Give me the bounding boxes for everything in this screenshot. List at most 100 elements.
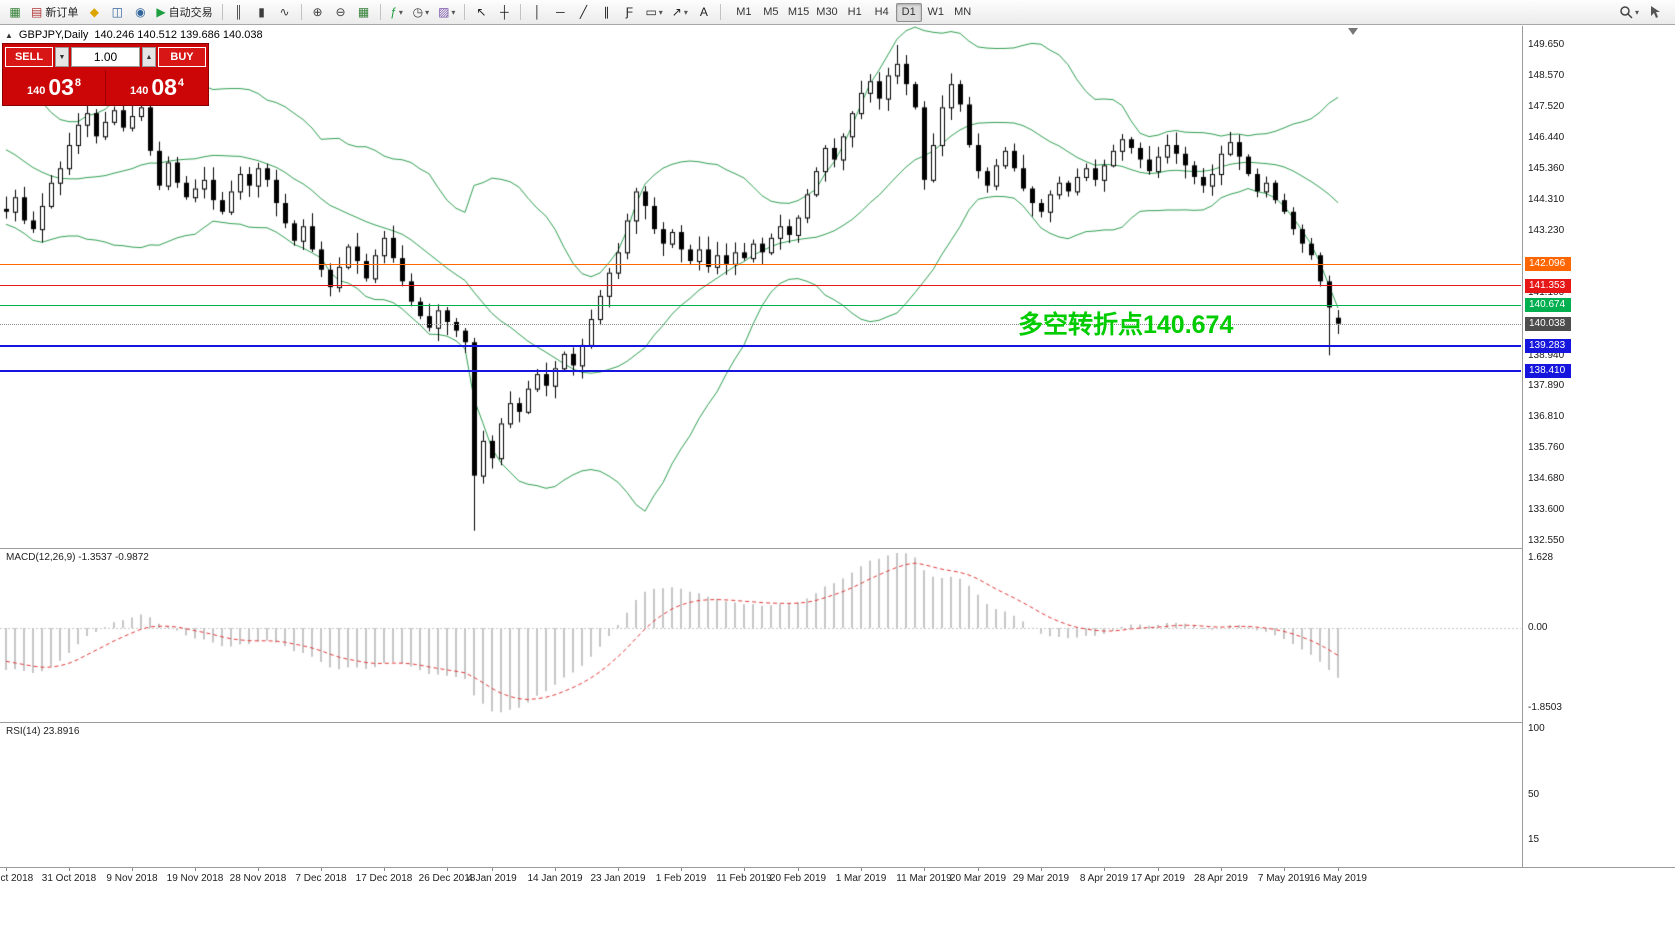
- market-watch-button[interactable]: ◫: [106, 2, 128, 23]
- macd-panel-separator[interactable]: [0, 548, 1675, 549]
- toolbar-separator: [464, 4, 466, 20]
- rsi-axis-label: 100: [1528, 723, 1545, 734]
- data-window-button[interactable]: ◉: [129, 2, 151, 23]
- tile-windows-button[interactable]: ▦: [353, 2, 375, 23]
- periods-button[interactable]: ◷ ▾: [409, 2, 434, 23]
- search-button[interactable]: ▾: [1615, 2, 1643, 23]
- zoom-out-button[interactable]: ⊖: [330, 2, 352, 23]
- bar-chart-button[interactable]: ║: [228, 2, 250, 23]
- new-chart-icon: ▦: [9, 5, 21, 19]
- sell-price-button[interactable]: 140 03 8: [3, 70, 106, 105]
- price-axis-label: 136.810: [1528, 411, 1565, 423]
- rsi-panel-separator[interactable]: [0, 722, 1675, 723]
- buy-button[interactable]: BUY: [158, 47, 206, 67]
- date-label: 14 Jan 2019: [527, 873, 583, 884]
- date-label: 29 Mar 2019: [1012, 873, 1070, 884]
- text-label-button[interactable]: A: [693, 2, 715, 23]
- date-tick: [924, 868, 925, 871]
- crosshair-button[interactable]: ┼: [493, 2, 515, 23]
- sell-button[interactable]: SELL: [5, 47, 53, 67]
- horizontal-line-button[interactable]: ─: [549, 2, 571, 23]
- date-label: 22 Oct 2018: [0, 873, 34, 884]
- date-label: 11 Feb 2019: [716, 873, 772, 884]
- templates-icon: ▨: [438, 5, 450, 19]
- timeframe-d1-button[interactable]: D1: [895, 2, 922, 22]
- autotrade-button[interactable]: ▶ 自动交易: [152, 2, 216, 23]
- fibonacci-button[interactable]: Ƒ: [618, 2, 640, 23]
- trendline-button[interactable]: ╱: [572, 2, 594, 23]
- shapes-button[interactable]: ▭ ▾: [641, 2, 666, 23]
- dropdown-arrow-icon: ▾: [425, 7, 430, 17]
- date-label: 28 Apr 2019: [1194, 873, 1248, 884]
- date-tick: [1104, 868, 1105, 871]
- zoom-in-button[interactable]: ⊕: [307, 2, 329, 23]
- search-icon: [1620, 6, 1633, 19]
- one-click-trading-panel: SELL ▼ 1.00 ▲ BUY 140 03 8 140 08 4: [2, 43, 209, 106]
- line-chart-button[interactable]: ∿: [274, 2, 296, 23]
- data-window-icon: ◉: [135, 5, 146, 19]
- new-order-button[interactable]: ▤ 新订单: [27, 2, 82, 23]
- zoom-in-icon: ⊕: [312, 5, 323, 19]
- dropdown-arrow-icon: ▾: [451, 7, 456, 17]
- date-label: 26 Dec 2018: [418, 873, 476, 884]
- date-label: 31 Oct 2018: [41, 873, 97, 884]
- macd-axis-label: -1.8503: [1528, 701, 1562, 713]
- rsi-label: RSI(14) 23.8916: [6, 726, 80, 737]
- macd-label: MACD(12,26,9) -1.3537 -0.9872: [6, 552, 149, 563]
- price-axis[interactable]: 149.650 148.570 147.520 146.440 145.360 144.3…: [1522, 26, 1675, 867]
- candlestick-chart-button[interactable]: ▮: [251, 2, 273, 23]
- price-line-badge: 141.353: [1525, 278, 1571, 293]
- price-axis-label: 148.570: [1528, 70, 1565, 82]
- channel-button[interactable]: ∥: [595, 2, 617, 23]
- rsi-axis-label: 50: [1528, 788, 1540, 800]
- new-chart-button[interactable]: ▦: [4, 2, 26, 23]
- arrows-button[interactable]: ↗ ▾: [668, 2, 692, 23]
- date-label: 23 Jan 2019: [590, 873, 646, 884]
- timeframe-h4-button[interactable]: H4: [874, 6, 889, 18]
- volume-decrease-button[interactable]: ▼: [55, 47, 69, 67]
- tile-windows-icon: ▦: [357, 5, 370, 19]
- date-tick: [69, 868, 70, 871]
- date-tick: [1284, 868, 1285, 871]
- volume-input[interactable]: 1.00: [71, 47, 140, 67]
- date-label: 7 May 2019: [1257, 873, 1311, 884]
- cursor-button[interactable]: ↖: [470, 2, 492, 23]
- timeframe-m1-button[interactable]: M1: [736, 6, 752, 18]
- date-tick: [321, 868, 322, 871]
- buy-price-button[interactable]: 140 08 4: [106, 70, 208, 105]
- chart-annotation-text[interactable]: 多空转折点140.674: [1018, 311, 1234, 339]
- vertical-line-button[interactable]: │: [526, 2, 548, 23]
- timeframe-w1-button[interactable]: W1: [927, 6, 944, 18]
- chart-shift-marker[interactable]: [1348, 28, 1358, 35]
- date-tick: [978, 868, 979, 871]
- time-axis[interactable]: 22 Oct 2018 31 Oct 2018 9 Nov 2018 19 Nov 2…: [0, 868, 1521, 886]
- macd-axis-label: 1.628: [1528, 551, 1554, 563]
- timeframe-h1-button[interactable]: H1: [847, 6, 862, 18]
- date-tick: [798, 868, 799, 871]
- zoom-out-icon: ⊖: [335, 5, 346, 19]
- time-axis-separator: [0, 867, 1675, 868]
- dropdown-arrow-icon: ▾: [1634, 7, 1639, 17]
- profiles-icon: ◆: [89, 5, 99, 19]
- main-toolbar: ▦ ▤ 新订单 ◆ ◫ ◉ ▶ 自动交易 ║ ▮ ∿ ⊕ ⊖ ▦ ƒ ▾ ◷ ▾ ▨ ▾ ↖ ┼ │ ─ ╱ ∥ Ƒ ▭ ▾ ↗ ▾ A M1…: [0, 0, 1675, 25]
- indicators-button[interactable]: ƒ ▾: [386, 2, 408, 23]
- pointer-tool-button[interactable]: [1645, 2, 1667, 23]
- timeframe-m30-button[interactable]: M30: [816, 6, 838, 18]
- profiles-button[interactable]: ◆: [83, 2, 105, 23]
- bar-chart-icon: ║: [234, 5, 243, 19]
- date-tick: [861, 868, 862, 871]
- dropdown-arrow-icon: ▾: [398, 7, 403, 17]
- fibonacci-icon: Ƒ: [625, 5, 634, 19]
- timeframe-mn-button[interactable]: MN: [954, 6, 972, 18]
- symbol-label: ▲ GBPJPY,Daily 140.246 140.512 139.686 1…: [5, 29, 263, 41]
- templates-button[interactable]: ▨ ▾: [434, 2, 459, 23]
- horizontal-line-icon: ─: [556, 5, 565, 19]
- toolbar-right: ▾: [1615, 2, 1671, 23]
- volume-increase-button[interactable]: ▲: [142, 47, 156, 67]
- price-line-badge: 139.283: [1525, 338, 1571, 353]
- trade-panel-collapse-icon[interactable]: ▲: [5, 30, 13, 40]
- date-label: 17 Dec 2018: [355, 873, 413, 884]
- timeframe-m15-button[interactable]: M15: [787, 6, 810, 18]
- timeframe-m5-button[interactable]: M5: [763, 6, 779, 18]
